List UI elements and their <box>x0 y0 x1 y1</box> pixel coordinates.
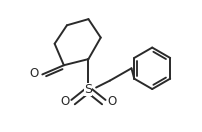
Text: O: O <box>60 95 69 108</box>
Text: O: O <box>107 95 116 108</box>
Text: S: S <box>84 83 92 96</box>
Text: O: O <box>29 67 38 80</box>
